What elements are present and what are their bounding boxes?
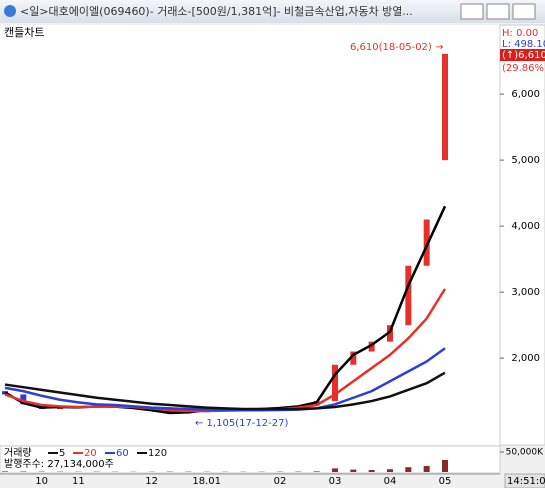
volume-bar	[350, 469, 357, 472]
volume-bar	[405, 467, 412, 472]
x-tick-label: 03	[329, 476, 342, 487]
clock: 14:51:0	[507, 476, 545, 487]
price-badge	[500, 49, 545, 61]
volume-bar	[423, 466, 430, 472]
legend-label: 5	[59, 448, 65, 459]
x-tick-label: 11	[72, 476, 85, 487]
volume-area	[0, 445, 501, 474]
volume-bar	[2, 471, 8, 472]
moving-average	[4, 371, 446, 411]
y-tick-label: 50,000K	[506, 448, 544, 458]
plot-area	[0, 25, 500, 445]
x-tick-label: 05	[439, 476, 452, 487]
legend-label: 60	[116, 448, 129, 459]
minimize-button[interactable]	[460, 3, 484, 20]
y-tick-label: 5,000	[511, 155, 540, 166]
moving-average	[4, 347, 446, 412]
candle	[332, 364, 338, 402]
low-annotation: ← 1,105(17-12-27)	[195, 418, 288, 429]
x-tick-label: 12	[145, 476, 158, 487]
x-tick-label: 02	[274, 476, 287, 487]
volume-label: 거래량	[4, 447, 32, 459]
y-tick-label: 4,000	[511, 221, 540, 232]
legend-label: 120	[148, 448, 167, 459]
candle	[20, 394, 27, 405]
current-price: (↑)6,610	[502, 50, 545, 61]
maximize-button[interactable]	[486, 3, 510, 20]
chart-label: 캔들차트	[4, 26, 44, 39]
low-info: L: 498.10	[502, 39, 545, 50]
candle	[423, 219, 430, 266]
candle	[387, 325, 393, 342]
high-annotation: 6,610(18-05-02) →	[350, 42, 443, 53]
high-info: H: 0.00	[502, 28, 538, 39]
shares-info: 발행주수: 27,134,000주	[4, 458, 114, 470]
time-box	[504, 473, 545, 488]
candle	[350, 351, 357, 365]
volume-bar	[442, 460, 448, 472]
app-icon	[4, 5, 16, 17]
legend-label: 20	[84, 448, 97, 459]
x-tick-label: 18.01	[192, 476, 221, 487]
x-tick-label: 10	[35, 476, 48, 487]
close-button[interactable]	[512, 3, 536, 20]
volume-bar	[332, 468, 338, 472]
candle	[368, 341, 375, 352]
y-tick-label: 2,000	[511, 353, 540, 364]
candle	[442, 53, 448, 161]
window-title: <일>대호에이엘(069460)- 거래소-[500원/1,381억]- 비철금…	[20, 4, 413, 18]
y-tick-label: 6,000	[511, 89, 540, 100]
change-rate: (29.86%)	[502, 63, 545, 74]
x-tick-label: 04	[384, 476, 397, 487]
volume-bar	[313, 471, 320, 472]
y-tick-label: 3,000	[511, 287, 540, 298]
candle	[405, 265, 412, 326]
axis-panel	[499, 24, 545, 446]
volume-bar	[368, 470, 375, 472]
volume-bar	[387, 469, 393, 472]
title-bar	[0, 0, 545, 23]
